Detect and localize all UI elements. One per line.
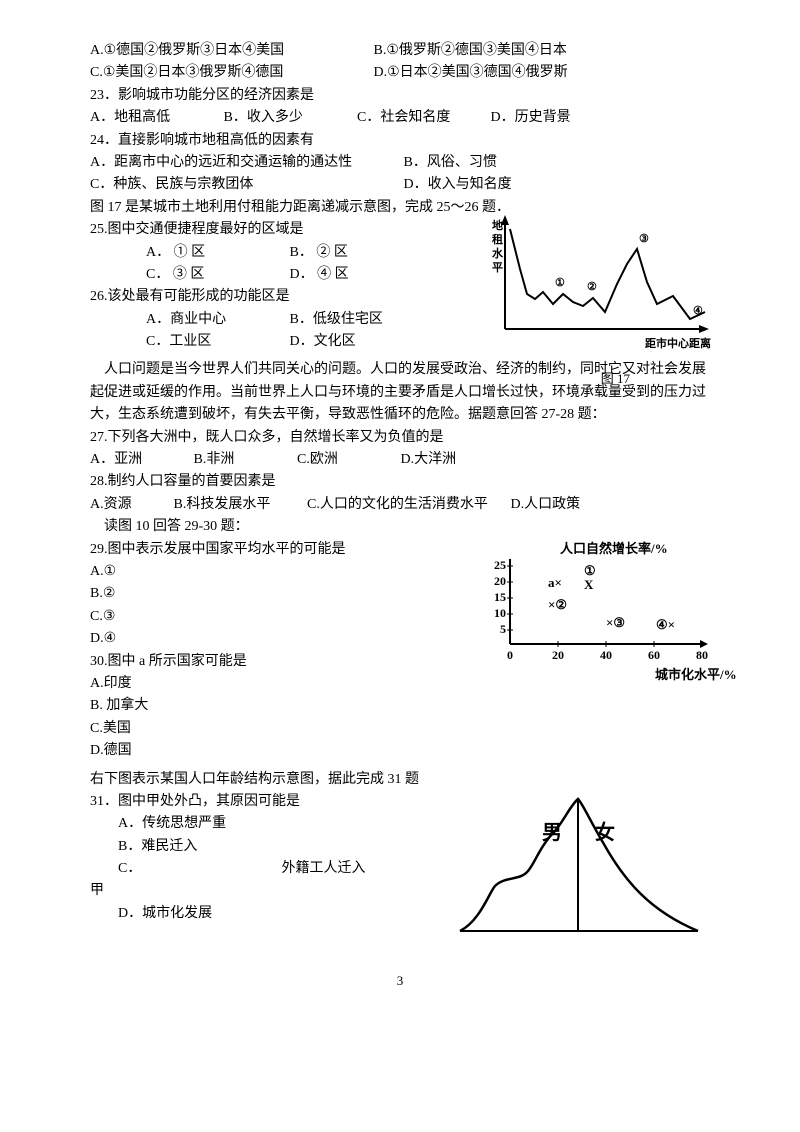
svg-text:60: 60 [648, 648, 660, 662]
q26-d: D．文化区 [290, 331, 356, 353]
q23-a: A．地租高低 [90, 107, 220, 129]
svg-text:④×: ④× [656, 617, 675, 632]
q24-a: A．距离市中心的远近和交通运输的通达性 [90, 152, 400, 174]
q26-c: C．工业区 [146, 331, 286, 353]
q22-c: C.①美国②日本③俄罗斯④德国 [90, 62, 370, 84]
q25-26-block: 25.图中交通便捷程度最好的区域是 A． ① 区 B． ② 区 C． ③ 区 D… [90, 219, 710, 353]
q28-a: A.资源 [90, 494, 170, 516]
svg-text:20: 20 [494, 574, 506, 588]
q31-block: 31．图中甲处外凸，其原因可能是 A．传统思想严重 B．难民迁入 C． 外籍工人… [90, 791, 710, 951]
svg-text:地: 地 [492, 218, 503, 232]
svg-text:水: 水 [492, 246, 504, 260]
svg-text:②: ② [587, 281, 597, 293]
svg-text:①: ① [584, 563, 596, 578]
figure-17: ① ② ③ ④ 地 租 水 平 距市中心距离 [490, 209, 720, 364]
q25-c: C． ③ 区 [146, 264, 286, 286]
svg-text:25: 25 [494, 558, 506, 572]
svg-text:5: 5 [500, 622, 506, 636]
svg-text:③: ③ [639, 233, 649, 245]
q22-d: D.①日本②美国③德国④俄罗斯 [374, 62, 568, 84]
q23-b: B．收入多少 [224, 107, 354, 129]
svg-text:人口自然增长率/%: 人口自然增长率/% [560, 541, 668, 556]
svg-text:10: 10 [494, 606, 506, 620]
pyramid-intro: 右下图表示某国人口年龄结构示意图，据此完成 31 题 [90, 769, 710, 791]
exam-page: A.①德国②俄罗斯③日本④美国 B.①俄罗斯②德国③美国④日本 C.①美国②日本… [0, 0, 800, 1132]
q28-d: D.人口政策 [511, 494, 581, 516]
svg-text:40: 40 [600, 648, 612, 662]
q24-b: B．风俗、习惯 [404, 152, 497, 174]
q28-stem: 28.制约人口容量的首要因素是 [90, 471, 710, 493]
q25-b: B． ② 区 [290, 242, 348, 264]
svg-text:×②: ×② [548, 597, 567, 612]
figure-scatter: 人口自然增长率/% 25 20 15 10 5 [480, 539, 750, 719]
q30-d: D.德国 [90, 740, 710, 762]
fig17-polyline [510, 229, 705, 319]
svg-text:城市化水平/%: 城市化水平/% [655, 667, 737, 682]
q31-c-tail: 外籍工人迁入 [282, 858, 366, 880]
q26-b: B．低级住宅区 [290, 309, 383, 331]
figure-pyramid: 男 女 [450, 791, 710, 951]
q27-stem: 27.下列各大洲中，既人口众多，自然增长率又为负值的是 [90, 427, 710, 449]
q27-b: B.非洲 [194, 449, 294, 471]
q24-row1: A．距离市中心的远近和交通运输的通达性 B．风俗、习惯 [90, 152, 710, 174]
q28-b: B.科技发展水平 [174, 494, 304, 516]
q28-c: C.人口的文化的生活消费水平 [307, 494, 507, 516]
svg-text:租: 租 [492, 233, 503, 246]
q30-c: C.美国 [90, 718, 710, 740]
q24-c: C．种族、民族与宗教团体 [90, 174, 400, 196]
svg-text:×③: ×③ [606, 615, 625, 630]
q24-d: D．收入与知名度 [404, 174, 512, 196]
svg-text:平: 平 [492, 261, 503, 274]
q23-options: A．地租高低 B．收入多少 C．社会知名度 D．历史背景 [90, 107, 710, 129]
q24-row2: C．种族、民族与宗教团体 D．收入与知名度 [90, 174, 710, 196]
q22-row1: A.①德国②俄罗斯③日本④美国 B.①俄罗斯②德国③美国④日本 [90, 40, 710, 62]
q24-stem: 24．直接影响城市地租高低的因素有 [90, 130, 710, 152]
q27-d: D.大洋洲 [401, 449, 457, 471]
q22-b: B.①俄罗斯②德国③美国④日本 [374, 40, 567, 62]
q27-c: C.欧洲 [297, 449, 397, 471]
svg-text:0: 0 [507, 648, 513, 662]
q22-a: A.①德国②俄罗斯③日本④美国 [90, 40, 370, 62]
q22-row2: C.①美国②日本③俄罗斯④德国 D.①日本②美国③德国④俄罗斯 [90, 62, 710, 84]
q31-c: C． [118, 858, 278, 880]
svg-text:80: 80 [696, 648, 708, 662]
svg-text:X: X [584, 577, 594, 592]
q28-options: A.资源 B.科技发展水平 C.人口的文化的生活消费水平 D.人口政策 [90, 494, 710, 516]
fig10-intro: 读图 10 回答 29-30 题： [90, 516, 710, 538]
q23-d: D．历史背景 [491, 107, 621, 129]
svg-text:④: ④ [693, 305, 703, 317]
q26-a: A．商业中心 [146, 309, 286, 331]
svg-text:距市中心距离: 距市中心距离 [645, 336, 711, 350]
q27-a: A．亚洲 [90, 449, 190, 471]
svg-text:女: 女 [595, 820, 615, 844]
q27-options: A．亚洲 B.非洲 C.欧洲 D.大洋洲 [90, 449, 710, 471]
q25-d: D． ④ 区 [290, 264, 349, 286]
svg-text:男: 男 [542, 822, 562, 844]
svg-text:20: 20 [552, 648, 564, 662]
q25-a: A． ① 区 [146, 242, 286, 264]
svg-text:①: ① [555, 277, 565, 289]
page-number: 3 [90, 971, 710, 992]
svg-text:a×: a× [548, 575, 562, 590]
svg-text:15: 15 [494, 590, 506, 604]
q23-c: C．社会知名度 [357, 107, 487, 129]
fig17-caption: 图 17 [601, 369, 630, 390]
q29-30-block: 29.图中表示发展中国家平均水平的可能是 A.① B.② C.③ D.④ 30.… [90, 539, 710, 763]
q23-stem: 23．影响城市功能分区的经济因素是 [90, 85, 710, 107]
